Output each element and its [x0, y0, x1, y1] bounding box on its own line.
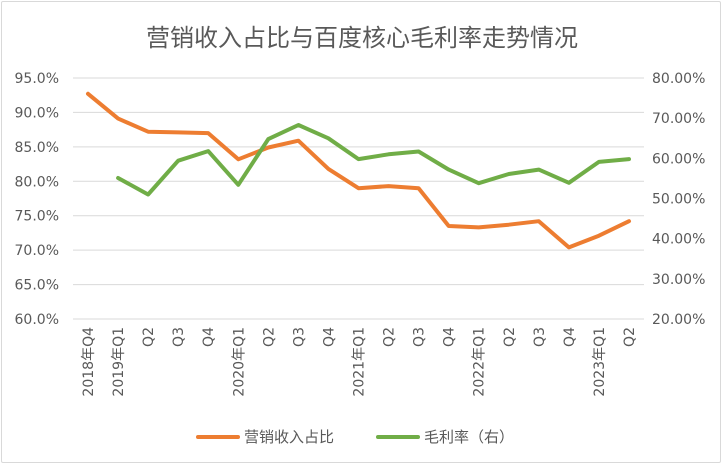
x-tick-label: Q2: [141, 327, 157, 347]
x-tick-label: Q2: [382, 327, 398, 347]
right-tick-label: 20.00%: [652, 312, 705, 328]
gridlines: [73, 77, 644, 320]
left-tick-label: 85.0%: [15, 140, 59, 156]
legend-label-0: 营销收入占比: [244, 428, 334, 446]
chart-title: 营销收入占比与百度核心毛利率走势情况: [146, 24, 578, 52]
x-tick-label: Q4: [442, 327, 458, 347]
right-tick-label: 60.00%: [652, 151, 705, 167]
left-tick-label: 80.0%: [15, 174, 59, 190]
left-tick-label: 95.0%: [15, 71, 59, 87]
series-line-0: [86, 91, 631, 250]
x-tick-label: 2019年Q1: [111, 327, 127, 397]
x-axis: 2018年Q4 2019年Q1 Q2 Q3 Q4 2020年Q1 Q2 Q3 Q4 2021年Q1…: [81, 327, 638, 397]
right-tick-label: 70.00%: [652, 111, 705, 127]
legend-label-1: 毛利率（右）: [424, 428, 514, 446]
x-tick-label: Q2: [622, 327, 638, 347]
x-tick-label: Q4: [321, 327, 337, 347]
right-tick-label: 30.00%: [652, 272, 705, 288]
right-axis: 20.00% 30.00% 40.00% 50.00% 60.00% 70.00% 80.0…: [652, 71, 705, 328]
legend: 营销收入占比 毛利率（右）: [196, 428, 514, 446]
x-tick-label: 2022年Q1: [472, 327, 488, 397]
x-tick-label: 2020年Q1: [231, 327, 247, 397]
x-tick-label: Q3: [532, 327, 548, 347]
right-tick-label: 80.00%: [652, 71, 705, 87]
left-tick-label: 60.0%: [15, 312, 59, 328]
left-tick-label: 75.0%: [15, 209, 59, 225]
series-lines: [86, 91, 631, 250]
x-tick-label: 2018年Q4: [81, 327, 97, 397]
x-tick-label: 2023年Q1: [592, 327, 608, 397]
x-tick-label: Q3: [291, 327, 307, 347]
x-tick-label: 2021年Q1: [352, 327, 368, 397]
left-tick-label: 90.0%: [15, 105, 59, 121]
x-tick-label: Q4: [201, 327, 217, 347]
x-tick-label: Q3: [171, 327, 187, 347]
x-tick-label: Q2: [502, 327, 518, 347]
series-line-1: [116, 123, 631, 197]
x-tick-label: Q4: [562, 327, 578, 347]
left-tick-label: 70.0%: [15, 243, 59, 259]
x-tick-label: Q3: [412, 327, 428, 347]
right-tick-label: 50.00%: [652, 192, 705, 208]
left-tick-label: 65.0%: [15, 278, 59, 294]
x-tick-label: Q2: [261, 327, 277, 347]
left-axis: 60.0% 65.0% 70.0% 75.0% 80.0% 85.0% 90.0% 95.0%: [15, 71, 59, 328]
right-tick-label: 40.00%: [652, 232, 705, 248]
